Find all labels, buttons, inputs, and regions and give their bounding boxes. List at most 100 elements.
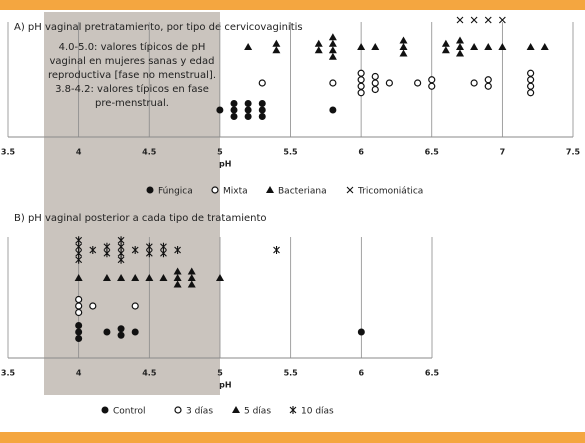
point [230, 106, 238, 114]
point [328, 33, 337, 41]
point [187, 274, 196, 281]
legend-label: 5 días [244, 407, 271, 417]
point [526, 43, 535, 50]
annotation: 3.8-4.2: valores típicos en fase [55, 83, 209, 95]
point [258, 100, 266, 107]
point [371, 79, 379, 87]
point [159, 274, 168, 281]
point [131, 328, 139, 336]
point [244, 100, 252, 107]
point [74, 274, 83, 281]
point [75, 236, 83, 245]
point [102, 274, 111, 281]
point [314, 46, 323, 54]
legend-marker [232, 406, 240, 413]
point [385, 79, 393, 87]
legend-label: Bacteriana [278, 187, 327, 197]
point [357, 89, 365, 97]
x-tick-label: 7.5 [566, 148, 581, 157]
x-tick-label: 7 [500, 148, 506, 157]
point [428, 76, 436, 84]
legend-label: Tricomoniática [357, 187, 423, 197]
point [357, 76, 365, 84]
point [484, 43, 493, 50]
point [371, 85, 379, 94]
top-border [0, 0, 585, 10]
point [357, 328, 365, 336]
point [498, 16, 506, 24]
point [428, 82, 436, 90]
point [357, 82, 365, 90]
x-axis-label: pH [219, 381, 231, 390]
x-tick-label: 4 [76, 148, 82, 157]
point [314, 39, 323, 47]
x-tick-label: 4.5 [142, 369, 157, 378]
legend-label: Control [113, 407, 146, 417]
point [258, 106, 266, 114]
point [244, 106, 252, 114]
x-axis-label: pH [219, 160, 231, 169]
point [145, 242, 153, 251]
point [117, 331, 125, 339]
point [187, 267, 196, 275]
point [328, 46, 337, 54]
point [258, 79, 266, 87]
x-tick-label: 6 [359, 369, 365, 378]
chart-title: B) pH vaginal posterior a cada tipo de t… [14, 213, 267, 224]
point [399, 36, 408, 44]
legend-marker [211, 186, 219, 194]
point [131, 246, 139, 254]
point [75, 308, 83, 317]
x-tick-label: 5.5 [284, 369, 299, 378]
bottom-border [0, 432, 585, 443]
point [484, 76, 492, 84]
legend-marker [146, 186, 154, 194]
point [230, 113, 238, 120]
point [103, 328, 111, 336]
x-tick-label: 5.5 [283, 148, 298, 157]
point [456, 16, 464, 24]
point [371, 43, 380, 50]
point [527, 89, 535, 97]
x-tick-label: 3.5 [1, 148, 16, 157]
x-tick-label: 5 [217, 369, 223, 378]
point [216, 274, 224, 281]
point [272, 46, 281, 54]
point [456, 49, 464, 57]
point [329, 106, 337, 114]
point [273, 246, 280, 254]
point [89, 246, 97, 254]
annotation: pre-menstrual. [95, 98, 169, 109]
point [230, 100, 238, 107]
point [328, 52, 337, 60]
point [216, 106, 224, 114]
point [258, 113, 266, 120]
point [399, 43, 408, 50]
legend-label: 3 días [186, 407, 213, 417]
point [117, 274, 126, 281]
point [117, 236, 125, 245]
point [484, 82, 492, 90]
point [173, 274, 182, 281]
point [527, 69, 535, 77]
legend-marker [174, 406, 182, 414]
point [160, 242, 167, 251]
point [470, 79, 478, 87]
legend-marker [289, 406, 297, 414]
point [187, 280, 196, 288]
point [527, 76, 535, 84]
point [272, 39, 281, 47]
chart-title: A) pH vaginal pretratamiento, por tipo d… [14, 22, 303, 33]
point [145, 274, 154, 281]
point [527, 82, 535, 90]
point [470, 16, 478, 24]
legend-marker [346, 186, 354, 194]
x-tick-label: 3.5 [1, 369, 16, 378]
point [357, 69, 365, 77]
point [456, 36, 464, 44]
x-tick-label: 4.5 [142, 148, 157, 157]
point [244, 113, 252, 120]
annotation: vaginal en mujeres sanas y edad [50, 56, 215, 67]
point [75, 322, 83, 329]
